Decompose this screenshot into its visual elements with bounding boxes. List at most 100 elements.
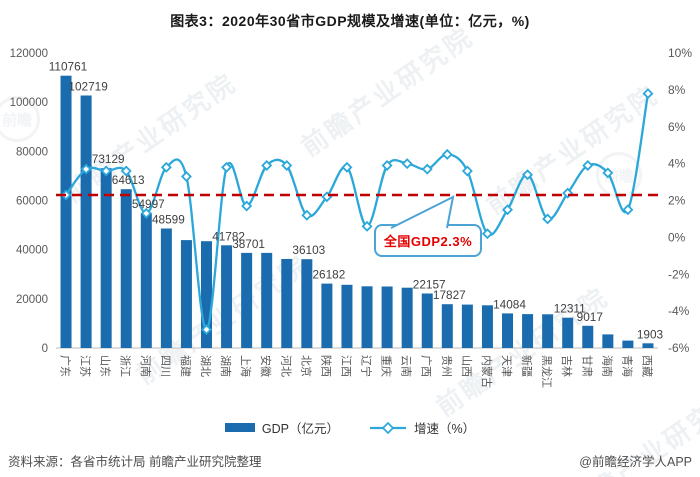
- growth-marker-上海: [241, 200, 253, 212]
- gdp-bar-陕西: [321, 283, 333, 348]
- x-tick-label: 江西: [340, 355, 353, 377]
- x-tick-label: 贵州: [440, 355, 453, 377]
- x-tick-label: 广东: [59, 355, 72, 377]
- growth-marker-江苏: [80, 163, 92, 175]
- growth-marker-黑龙江: [542, 213, 554, 225]
- left-axis-tick: 20000: [16, 294, 48, 306]
- x-tick-label: 山西: [460, 355, 473, 377]
- gdp-bar-重庆: [381, 286, 393, 348]
- growth-marker-四川: [160, 161, 172, 173]
- growth-marker-广西: [421, 163, 433, 175]
- x-tick-label: 河南: [139, 355, 152, 377]
- gdp-bar-云南: [401, 287, 413, 348]
- growth-marker-河南: [140, 207, 152, 219]
- legend-item-gdp: GDP（亿元）: [224, 418, 339, 437]
- growth-marker-西藏: [642, 88, 654, 100]
- gdp-bar-甘肃: [582, 325, 594, 348]
- x-tick-label: 西藏: [641, 355, 654, 377]
- left-axis-tick: 60000: [16, 196, 48, 208]
- x-tick-label: 北京: [299, 355, 313, 377]
- growth-marker-新疆: [522, 169, 534, 181]
- gdp-bar-黑龙江: [542, 314, 554, 348]
- right-axis-tick: 6%: [668, 120, 686, 134]
- legend-label-gdp: GDP（亿元）: [261, 422, 339, 436]
- growth-marker-河北: [281, 159, 293, 171]
- left-axis-tick: 80000: [16, 146, 48, 158]
- growth-marker-内蒙古: [481, 228, 493, 240]
- growth-marker-江西: [341, 161, 353, 173]
- gdp-bar-湖南: [221, 245, 233, 348]
- gdp-bar-江西: [341, 284, 353, 348]
- bar-value-label: 54997: [132, 197, 165, 211]
- bar-value-label: 22157: [413, 278, 446, 292]
- gdp-bar-吉林: [562, 317, 574, 348]
- bar-value-label: 102719: [68, 80, 107, 94]
- bar-value-label: 48599: [152, 213, 185, 227]
- footer: 资料来源：各省市统计局 前瞻产业研究院整理 @前瞻经济学人APP: [0, 451, 700, 470]
- growth-marker-湖南: [221, 161, 233, 173]
- left-axis-tick: 40000: [16, 245, 48, 257]
- bar-value-label: 26182: [312, 268, 345, 282]
- x-tick-label: 上海: [239, 355, 253, 377]
- chart-title: 图表3：2020年30省市GDP规模及增速(单位：亿元，%): [170, 13, 530, 29]
- legend-label-growth: 增速（%）: [413, 422, 476, 436]
- legend-item-growth: 增速（%）: [369, 418, 475, 437]
- x-tick-label: 安徽: [259, 355, 273, 377]
- gdp-bar-贵州: [441, 304, 453, 348]
- growth-marker-北京: [301, 209, 313, 221]
- x-tick-label: 天津: [500, 355, 513, 377]
- gdp-bar-广东: [60, 75, 72, 348]
- gdp-bar-上海: [241, 252, 253, 348]
- gdp-bar-福建: [180, 240, 192, 348]
- x-tick-label: 广西: [420, 355, 433, 377]
- x-tick-label: 辽宁: [360, 355, 374, 377]
- gdp-bar-安徽: [261, 252, 273, 348]
- x-tick-label: 黑龙江: [540, 355, 553, 388]
- x-tick-label: 新疆: [520, 355, 534, 377]
- left-axis-tick: 0: [42, 343, 48, 355]
- gdp-bar-北京: [301, 259, 313, 348]
- callout-label: 全国GDP2.3%: [383, 234, 473, 249]
- gdp-bar-青海: [622, 340, 634, 348]
- growth-marker-山西: [461, 165, 473, 177]
- x-tick-label: 重庆: [380, 355, 394, 377]
- growth-marker-浙江: [120, 165, 132, 177]
- x-tick-label: 湖北: [199, 355, 212, 377]
- growth-marker-云南: [401, 158, 413, 170]
- right-axis-tick: 8%: [668, 83, 686, 97]
- growth-marker-福建: [180, 171, 192, 183]
- bar-value-label: 110761: [49, 60, 88, 74]
- right-axis-tick: 0%: [668, 230, 686, 244]
- growth-marker-海南: [602, 167, 614, 179]
- gdp-bar-新疆: [522, 314, 534, 348]
- bar-value-label: 36103: [292, 243, 325, 257]
- bar-value-label: 38701: [232, 237, 265, 251]
- credit-note: @前瞻经济学人APP: [579, 455, 692, 469]
- bar-value-label: 9017: [577, 310, 603, 324]
- bar-value-label: 41782: [212, 229, 245, 243]
- x-tick-label: 甘肃: [580, 355, 593, 377]
- x-tick-label: 山东: [99, 355, 112, 377]
- right-axis-tick: 2%: [668, 194, 686, 208]
- x-tick-label: 福建: [179, 355, 193, 377]
- source-note: 资料来源：各省市统计局 前瞻产业研究院整理: [8, 455, 262, 469]
- gdp-bar-江苏: [80, 95, 92, 348]
- bar-value-label: 12311: [554, 302, 586, 316]
- gdp-bar-河北: [281, 259, 293, 348]
- growth-line-swatch-icon: [369, 421, 406, 434]
- gdp-bar-海南: [602, 334, 614, 348]
- right-axis-tick: -4%: [668, 304, 690, 318]
- x-tick-label: 青海: [620, 355, 634, 377]
- right-axis-tick: -2%: [668, 267, 690, 281]
- national-gdp-callout: 全国GDP2.3%: [374, 224, 482, 257]
- growth-marker-湖北: [201, 324, 212, 336]
- right-axis-tick: 10%: [668, 46, 692, 60]
- gdp-bar-西藏: [642, 343, 654, 348]
- right-axis-tick: -6%: [668, 341, 690, 355]
- x-tick-label: 四川: [159, 355, 171, 377]
- gdp-bar-内蒙古: [481, 305, 493, 348]
- x-tick-label: 湖南: [219, 355, 232, 377]
- growth-marker-青海: [622, 204, 634, 216]
- x-tick-label: 江苏: [79, 355, 92, 377]
- x-tick-label: 浙江: [119, 355, 132, 377]
